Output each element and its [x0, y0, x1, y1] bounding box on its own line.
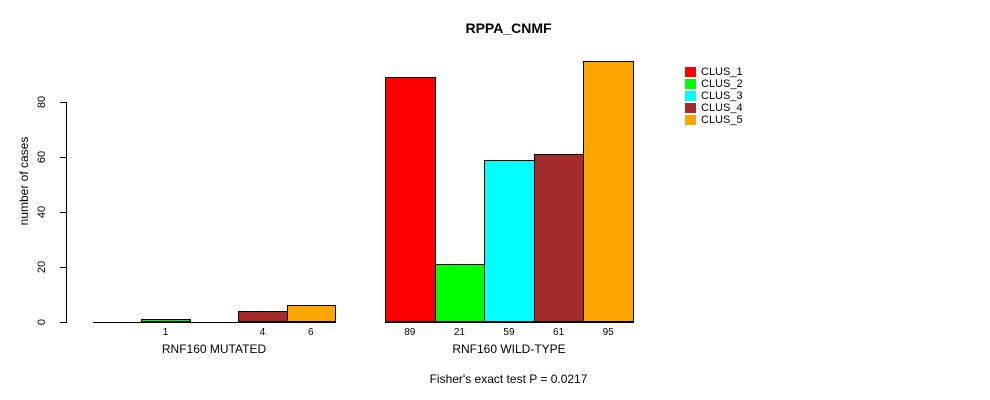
- x-baseline: [93, 322, 336, 323]
- y-axis-tick-label: 20: [36, 260, 48, 274]
- y-axis-tick-label: 80: [36, 95, 48, 109]
- legend-label: CLUS_3: [701, 90, 743, 102]
- bar-value-label: 89: [404, 327, 416, 338]
- legend-item: CLUS_3: [685, 90, 743, 102]
- bar-value-label: 21: [453, 327, 465, 338]
- bar-value-label: 95: [602, 327, 614, 338]
- y-axis-line: [66, 102, 67, 323]
- y-axis-tick: [60, 157, 66, 158]
- clus-2-color-swatch-icon: [685, 79, 696, 89]
- bar-clus-1-rnf160-wild-type: [385, 77, 436, 322]
- bar-clus-4-rnf160-wild-type: [533, 154, 585, 322]
- y-axis-tick: [60, 322, 66, 323]
- bar-clus-2-rnf160-mutated: [141, 319, 191, 322]
- bar-value-label: 59: [503, 327, 515, 338]
- y-axis-tick: [60, 212, 66, 213]
- legend-item: CLUS_4: [685, 102, 743, 114]
- legend-item: CLUS_2: [685, 78, 743, 90]
- bar-clus-5-rnf160-wild-type: [583, 61, 634, 322]
- category-label: RNF160 MUTATED: [161, 342, 267, 356]
- clus-1-color-swatch-icon: [685, 67, 696, 77]
- legend-item: CLUS_5: [685, 114, 743, 126]
- bar-clus-2-rnf160-wild-type: [434, 264, 486, 322]
- legend-label: CLUS_1: [701, 66, 743, 78]
- y-axis-tick-label: 60: [36, 150, 48, 164]
- bar-value-label: 4: [259, 327, 266, 338]
- legend-label: CLUS_4: [701, 102, 743, 114]
- chart-title: RPPA_CNMF: [465, 20, 552, 36]
- clus-5-color-swatch-icon: [685, 115, 696, 125]
- y-axis-tick: [60, 267, 66, 268]
- y-axis-tick-label: 40: [36, 205, 48, 219]
- clus-4-color-swatch-icon: [685, 103, 696, 113]
- bar-clus-3-rnf160-wild-type: [484, 160, 535, 322]
- bar-clus-5-rnf160-mutated: [286, 305, 336, 322]
- y-axis-tick-label: 0: [36, 318, 48, 326]
- clus-3-color-swatch-icon: [685, 91, 696, 101]
- legend-label: CLUS_5: [701, 114, 743, 126]
- y-axis-title: number of cases: [17, 136, 31, 226]
- legend-label: CLUS_2: [701, 78, 743, 90]
- bar-clus-4-rnf160-mutated: [238, 311, 288, 322]
- fisher-test-note: Fisher's exact test P = 0.0217: [429, 372, 588, 386]
- category-label: RNF160 WILD-TYPE: [452, 342, 566, 356]
- legend-item: CLUS_1: [685, 66, 743, 78]
- bar-value-label: 61: [553, 327, 565, 338]
- x-baseline: [385, 322, 634, 323]
- bar-value-label: 1: [162, 327, 169, 338]
- bar-value-label: 6: [308, 327, 314, 338]
- y-axis-tick: [60, 102, 66, 103]
- legend: CLUS_1 CLUS_2 CLUS_3 CLUS_4 CLUS_5: [685, 66, 743, 126]
